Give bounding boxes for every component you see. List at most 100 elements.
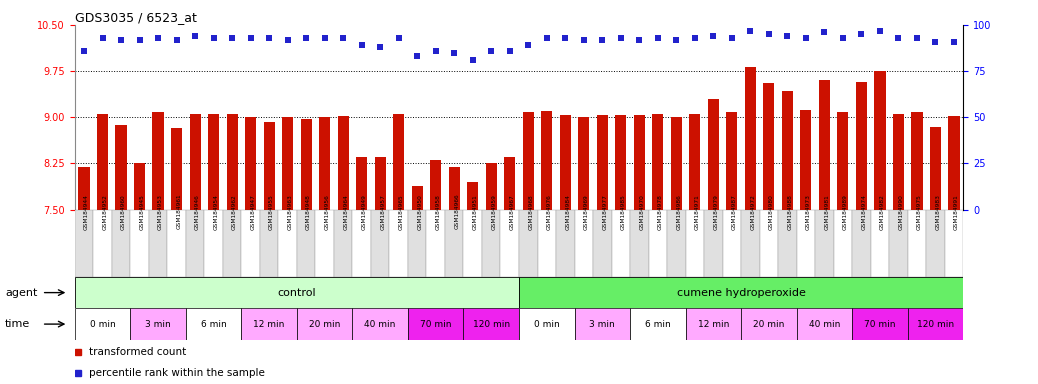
Text: GSM184945: GSM184945 — [139, 194, 144, 230]
Text: GSM184956: GSM184956 — [325, 194, 330, 230]
Text: 40 min: 40 min — [809, 319, 840, 329]
Bar — [264, 122, 275, 210]
Bar — [597, 115, 608, 210]
Bar — [727, 113, 737, 210]
Text: 120 min: 120 min — [472, 319, 510, 329]
Bar — [593, 210, 611, 277]
Bar — [75, 277, 519, 308]
Text: GSM184952: GSM184952 — [103, 194, 108, 230]
Bar — [852, 308, 907, 340]
Bar — [874, 71, 885, 210]
Bar — [852, 210, 871, 277]
Text: GSM184964: GSM184964 — [344, 194, 348, 230]
Bar — [578, 117, 590, 210]
Bar — [504, 157, 515, 210]
Bar — [223, 210, 241, 277]
Bar — [523, 113, 534, 210]
Text: GSM184972: GSM184972 — [750, 194, 756, 230]
Bar — [97, 114, 108, 210]
Text: GSM184968: GSM184968 — [528, 194, 534, 230]
Bar — [782, 91, 793, 210]
Bar — [112, 210, 130, 277]
Bar — [334, 210, 353, 277]
Text: GSM184959: GSM184959 — [491, 194, 496, 230]
Point — [501, 48, 518, 54]
Point — [464, 57, 481, 63]
Point — [575, 36, 592, 43]
Bar — [412, 186, 422, 210]
Text: GSM184977: GSM184977 — [602, 194, 607, 230]
Bar — [148, 210, 167, 277]
Text: percentile rank within the sample: percentile rank within the sample — [89, 368, 265, 378]
Point — [780, 33, 796, 39]
Bar — [667, 210, 685, 277]
Bar — [245, 118, 256, 210]
Point — [891, 35, 907, 41]
Text: 0 min: 0 min — [534, 319, 559, 329]
Bar — [482, 210, 500, 277]
Text: GSM184955: GSM184955 — [269, 194, 274, 230]
Text: GSM184966: GSM184966 — [455, 194, 459, 230]
Bar — [297, 308, 353, 340]
Text: 12 min: 12 min — [698, 319, 729, 329]
Text: GSM184949: GSM184949 — [361, 194, 366, 230]
Text: GSM184948: GSM184948 — [306, 194, 311, 230]
Bar — [79, 167, 89, 210]
Bar — [634, 115, 645, 210]
Text: time: time — [5, 319, 30, 329]
Bar — [671, 118, 682, 210]
Point — [631, 36, 648, 43]
Bar — [430, 161, 441, 210]
Bar — [907, 210, 926, 277]
Point — [409, 53, 426, 60]
Bar — [448, 167, 460, 210]
Text: GSM184960: GSM184960 — [121, 194, 126, 230]
Text: transformed count: transformed count — [89, 347, 186, 357]
Bar — [907, 308, 963, 340]
Point — [946, 38, 962, 45]
Bar — [800, 110, 812, 210]
Bar — [260, 210, 278, 277]
Bar — [926, 210, 945, 277]
Text: GSM184962: GSM184962 — [233, 194, 237, 230]
Point — [279, 36, 296, 43]
Bar — [427, 210, 445, 277]
Point — [539, 35, 555, 41]
Bar — [486, 164, 497, 210]
Text: 3 min: 3 min — [590, 319, 616, 329]
Point — [298, 35, 315, 41]
Point — [742, 27, 759, 33]
Bar — [778, 210, 797, 277]
Text: GSM184989: GSM184989 — [843, 194, 848, 230]
Text: GSM184947: GSM184947 — [250, 194, 255, 230]
Bar — [204, 210, 223, 277]
Text: GSM184951: GSM184951 — [472, 194, 477, 230]
Bar — [186, 308, 241, 340]
Point — [908, 35, 925, 41]
Bar — [819, 80, 830, 210]
Text: GSM184954: GSM184954 — [214, 194, 219, 230]
Text: GSM184979: GSM184979 — [713, 194, 718, 230]
Bar — [282, 118, 293, 210]
Text: GSM184985: GSM184985 — [621, 194, 626, 230]
Point — [187, 33, 203, 39]
Bar — [945, 210, 963, 277]
Point — [927, 38, 944, 45]
Text: GSM184976: GSM184976 — [547, 194, 552, 230]
Bar — [630, 308, 685, 340]
Text: GSM184978: GSM184978 — [658, 194, 663, 230]
Bar — [616, 115, 626, 210]
Bar — [134, 164, 145, 210]
Bar — [575, 308, 630, 340]
Point — [446, 50, 463, 56]
Point — [428, 48, 444, 54]
Bar — [741, 210, 760, 277]
Bar — [153, 113, 164, 210]
Point — [761, 31, 777, 37]
Text: GSM184953: GSM184953 — [158, 194, 163, 230]
Bar — [297, 210, 316, 277]
Text: GSM184950: GSM184950 — [417, 194, 422, 230]
Bar — [763, 83, 774, 210]
Text: 3 min: 3 min — [145, 319, 171, 329]
Bar — [838, 113, 848, 210]
